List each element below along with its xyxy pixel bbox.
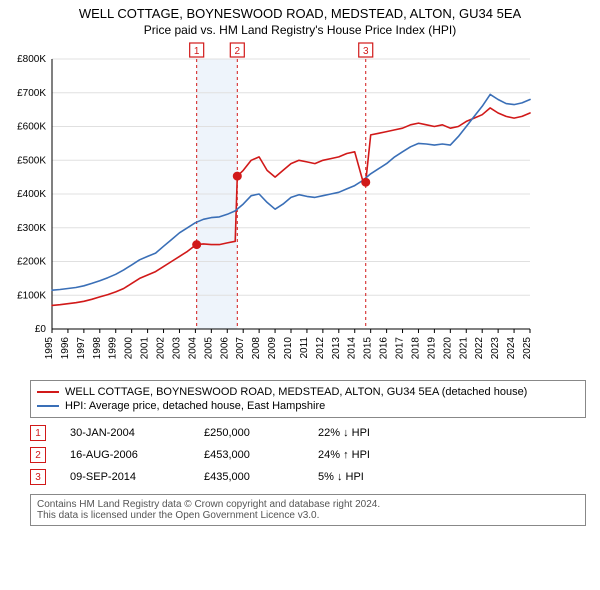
x-tick-label: 2019: [426, 337, 437, 360]
event-marker: [361, 178, 370, 187]
y-tick-label: £300K: [17, 223, 46, 234]
chart-area: £0 £100K £200K £300K £400K £500K £600K £700K £80…: [0, 41, 600, 374]
x-tick-label: 2005: [203, 337, 214, 360]
event-delta: 24% ↑ HPI: [318, 449, 418, 461]
event-badge: 1: [30, 425, 46, 441]
event-delta: 5% ↓ HPI: [318, 471, 418, 483]
x-tick-label: 1998: [92, 337, 103, 360]
event-row: 3 09-SEP-2014 £435,000 5% ↓ HPI: [30, 466, 586, 488]
event-badge-number: 1: [194, 46, 200, 57]
event-row: 2 16-AUG-2006 £453,000 24% ↑ HPI: [30, 444, 586, 466]
x-tick-label: 2018: [410, 337, 421, 360]
y-tick-label: £500K: [17, 155, 46, 166]
legend-label: WELL COTTAGE, BOYNESWOOD ROAD, MEDSTEAD,…: [65, 386, 527, 398]
event-date: 16-AUG-2006: [70, 449, 180, 461]
legend-swatch: [37, 405, 59, 407]
chart-svg: £0 £100K £200K £300K £400K £500K £600K £700K £80…: [0, 41, 540, 371]
legend-row: WELL COTTAGE, BOYNESWOOD ROAD, MEDSTEAD,…: [37, 385, 579, 399]
x-tick-label: 2025: [522, 337, 533, 360]
y-tick-label: £700K: [17, 88, 46, 99]
figure-container: WELL COTTAGE, BOYNESWOOD ROAD, MEDSTEAD,…: [0, 0, 600, 590]
chart-title: WELL COTTAGE, BOYNESWOOD ROAD, MEDSTEAD,…: [0, 0, 600, 21]
x-tick-label: 1999: [108, 337, 119, 360]
event-delta: 22% ↓ HPI: [318, 427, 418, 439]
x-tick-label: 2024: [506, 337, 517, 360]
x-tick-label: 1997: [76, 337, 87, 360]
x-tick-label: 2022: [474, 337, 485, 360]
event-marker: [233, 172, 242, 181]
x-tick-label: 2013: [331, 337, 342, 360]
x-tick-label: 2004: [187, 337, 198, 360]
x-tick-label: 2007: [235, 337, 246, 360]
license-box: Contains HM Land Registry data © Crown c…: [30, 494, 586, 526]
x-tick-label: 2011: [299, 337, 310, 359]
x-tick-label: 2016: [379, 337, 390, 360]
event-price: £453,000: [204, 449, 294, 461]
event-row: 1 30-JAN-2004 £250,000 22% ↓ HPI: [30, 422, 586, 444]
event-date: 30-JAN-2004: [70, 427, 180, 439]
x-tick-label: 2023: [490, 337, 501, 360]
x-tick-label: 2001: [140, 337, 151, 360]
x-tick-label: 2003: [171, 337, 182, 360]
license-line-2: This data is licensed under the Open Gov…: [37, 510, 579, 521]
event-badge-number: 2: [235, 46, 241, 57]
event-badge-number: 3: [363, 46, 369, 57]
x-tick-label: 2008: [251, 337, 262, 360]
y-tick-label: £200K: [17, 257, 46, 268]
x-tick-label: 2006: [219, 337, 230, 360]
event-price: £435,000: [204, 471, 294, 483]
event-table: 1 30-JAN-2004 £250,000 22% ↓ HPI 2 16-AUG-200…: [30, 422, 586, 488]
legend-row: HPI: Average price, detached house, East…: [37, 399, 579, 413]
x-tick-label: 2015: [363, 337, 374, 360]
license-line-1: Contains HM Land Registry data © Crown c…: [37, 499, 579, 510]
x-tick-label: 2021: [458, 337, 469, 360]
x-tick-label: 2000: [124, 337, 135, 360]
x-tick-label: 2014: [347, 337, 358, 360]
x-tick-label: 2017: [395, 337, 406, 360]
y-tick-label: £0: [35, 324, 47, 335]
y-tick-label: £800K: [17, 54, 46, 65]
x-tick-label: 2009: [267, 337, 278, 360]
x-tick-label: 1995: [44, 337, 55, 360]
x-tick-label: 2012: [315, 337, 326, 360]
legend-label: HPI: Average price, detached house, East…: [65, 400, 325, 412]
event-date: 09-SEP-2014: [70, 471, 180, 483]
legend: WELL COTTAGE, BOYNESWOOD ROAD, MEDSTEAD,…: [30, 380, 586, 418]
y-tick-label: £400K: [17, 189, 46, 200]
legend-swatch: [37, 391, 59, 393]
event-price: £250,000: [204, 427, 294, 439]
x-tick-label: 1996: [60, 337, 71, 360]
series-hpi: [52, 94, 530, 290]
event-badge: 2: [30, 447, 46, 463]
event-marker: [192, 240, 201, 249]
chart-subtitle: Price paid vs. HM Land Registry's House …: [0, 21, 600, 41]
y-tick-label: £100K: [17, 290, 46, 301]
x-tick-label: 2010: [283, 337, 294, 360]
x-tick-label: 2020: [442, 337, 453, 360]
event-badge: 3: [30, 469, 46, 485]
x-tick-label: 2002: [156, 337, 167, 360]
y-tick-label: £600K: [17, 122, 46, 133]
